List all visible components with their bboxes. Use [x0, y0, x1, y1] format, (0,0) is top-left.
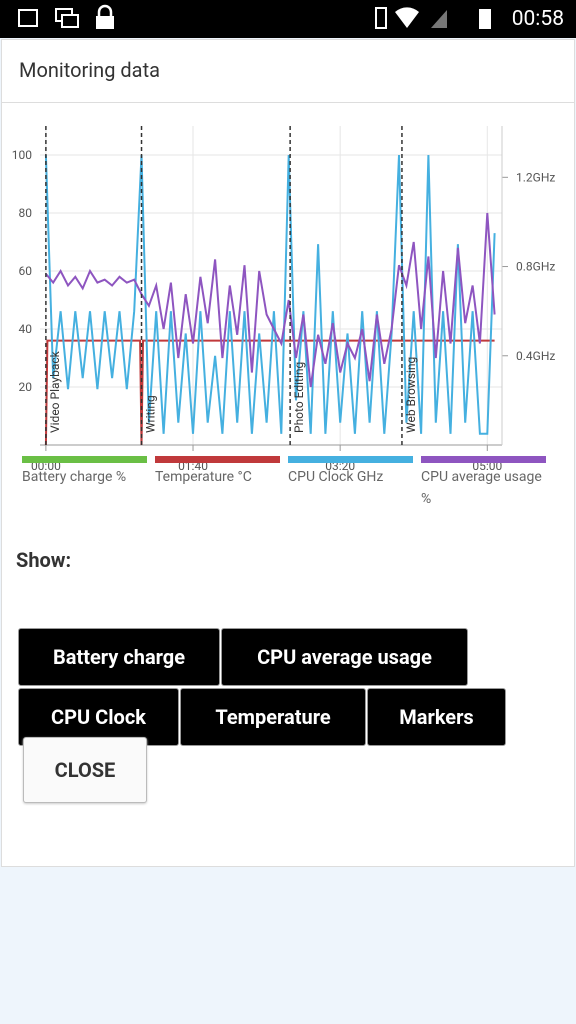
show-label: Show: — [16, 548, 72, 572]
legend-item: Temperature °C — [155, 456, 280, 488]
close-button[interactable]: CLOSE — [23, 737, 147, 803]
legend-swatch — [421, 456, 546, 463]
series-line — [45, 212, 496, 388]
legend-swatch — [288, 456, 413, 463]
vibrate-icon — [375, 7, 387, 29]
series-line — [44, 154, 496, 435]
y2-tick-label: 0.4GHz — [516, 349, 555, 363]
legend-swatch — [155, 456, 280, 463]
legend-label: Temperature °C — [155, 469, 252, 485]
status-icons — [18, 4, 114, 29]
y-tick-label: 60 — [19, 264, 33, 278]
status-icons-right — [375, 7, 491, 29]
clock: 00:58 — [511, 7, 564, 31]
y-tick-label: 100 — [12, 148, 32, 162]
marker-label: Video Playback — [48, 350, 62, 433]
legend-label: Battery charge % — [22, 469, 127, 485]
legend-label: CPU Clock GHz — [288, 469, 384, 485]
dialog-title: Monitoring data — [19, 58, 160, 82]
legend-label: CPU average usage % — [421, 469, 542, 507]
status-bar: 00:58 — [0, 0, 576, 38]
signal-icon — [431, 10, 447, 28]
marker-label: Writing — [144, 395, 158, 433]
divider — [2, 102, 574, 103]
legend-item: CPU Clock GHz — [288, 456, 413, 488]
marker-label: Photo Editing — [292, 362, 306, 433]
y-tick-label: 40 — [19, 322, 33, 336]
toggle-button[interactable]: Temperature — [180, 688, 366, 746]
battery-icon — [479, 9, 491, 29]
lock-icon — [97, 4, 113, 16]
legend-swatch — [22, 456, 147, 463]
y2-tick-label: 1.2GHz — [516, 170, 555, 184]
wifi-icon — [395, 7, 419, 29]
toggle-button[interactable]: CPU average usage — [221, 628, 468, 686]
toggle-button[interactable]: CPU Clock — [18, 688, 179, 746]
lock-icon — [96, 16, 114, 29]
gallery-icon — [18, 9, 38, 27]
legend-item: CPU average usage % — [421, 456, 546, 510]
marker-label: Web Browsing — [404, 357, 418, 433]
toggle-button[interactable]: Battery charge — [18, 628, 220, 686]
y-tick-label: 80 — [19, 206, 33, 220]
window-icon — [61, 14, 79, 28]
y2-tick-label: 0.8GHz — [516, 260, 555, 274]
toggle-button[interactable]: Markers — [367, 688, 506, 746]
legend-item: Battery charge % — [22, 456, 147, 488]
y-tick-label: 20 — [19, 380, 33, 394]
